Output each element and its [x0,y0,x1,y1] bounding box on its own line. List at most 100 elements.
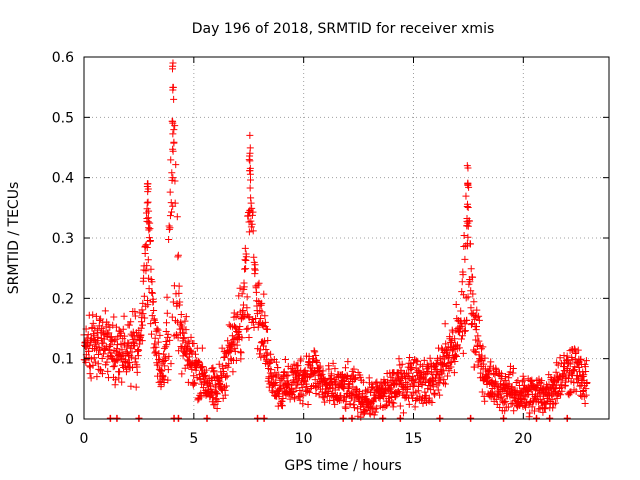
data-point [464,204,472,212]
data-point [549,404,557,412]
data-point [181,350,189,358]
data-point [445,367,453,375]
data-point [418,380,426,388]
data-point [289,388,297,396]
data-point [139,299,147,307]
y-axis-label: SRMTID / TECUs [6,182,22,295]
data-point [166,336,174,344]
data-point [221,391,229,399]
data-point [144,180,152,188]
data-point [144,301,152,309]
data-point [232,357,240,365]
data-point [464,233,472,241]
data-point [451,351,459,359]
data-point [372,379,380,387]
data-point [245,228,253,236]
data-point [467,304,475,312]
data-point [230,309,238,317]
data-point [434,386,442,394]
data-point [441,320,449,328]
data-point [112,376,120,384]
data-point [123,343,131,351]
data-point [192,350,200,358]
data-point [463,316,471,324]
data-point [323,392,331,400]
data-point [392,393,400,401]
data-point [348,414,356,422]
data-point [406,354,414,362]
data-point [466,278,474,286]
data-point [469,273,477,281]
data-point [566,388,574,396]
data-point [396,414,404,422]
data-point [105,329,113,337]
data-point [113,414,121,422]
data-point [169,174,177,182]
data-point [479,343,487,351]
data-point [260,414,268,422]
data-point [560,363,568,371]
data-point [245,156,253,164]
data-point [118,378,126,386]
data-point [165,235,173,243]
data-point [167,156,175,164]
data-point [512,378,520,386]
data-point [262,345,270,353]
data-point [163,309,171,317]
data-point [467,414,475,422]
data-point [150,306,158,314]
data-point [410,379,418,387]
data-point [93,373,101,381]
data-point [225,360,233,368]
data-points [80,59,591,422]
data-point [397,366,405,374]
data-point [126,359,134,367]
data-point [425,394,433,402]
data-point [181,317,189,325]
data-point [101,307,109,315]
x-tick-label: 0 [80,431,89,447]
data-point [483,375,491,383]
data-point [188,365,196,373]
data-point [198,344,206,352]
data-point [361,407,369,415]
data-point [355,388,363,396]
y-tick-label: 0.5 [52,110,74,126]
data-point [475,312,483,320]
data-point [548,391,556,399]
data-point [197,393,205,401]
data-point [94,360,102,368]
data-point [187,333,195,341]
data-point [97,367,105,375]
data-point [321,398,329,406]
data-point [548,395,556,403]
data-point [236,284,244,292]
data-point [425,382,433,390]
data-point [312,351,320,359]
data-point [425,364,433,372]
data-point [291,395,299,403]
data-point [475,337,483,345]
data-point [344,358,352,366]
data-point [457,335,465,343]
data-point [405,400,413,408]
data-point [278,402,286,410]
data-point [85,347,93,355]
data-point [224,363,232,371]
data-point [320,394,328,402]
data-point [472,336,480,344]
data-point [311,348,319,356]
data-point [245,218,253,226]
data-point [267,350,275,358]
data-point [161,362,169,370]
data-point [168,208,176,216]
data-point [147,320,155,328]
data-point [143,199,151,207]
data-point [491,371,499,379]
data-point [481,397,489,405]
data-point [510,407,518,415]
data-point [411,403,419,411]
data-point [526,409,534,417]
data-point [246,167,254,175]
